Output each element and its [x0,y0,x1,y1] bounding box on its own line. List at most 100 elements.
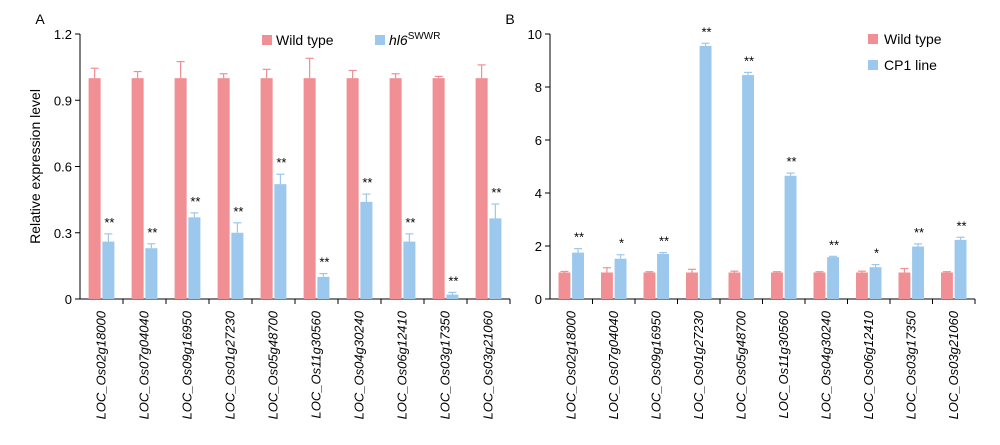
bar-wild-type [601,272,613,299]
legend-swatch-mutant [375,35,385,45]
x-tick-label: LOC_Os01g27230 [691,310,706,419]
bar-mutant [784,175,797,299]
bar-wild-type [432,78,445,300]
bar-wild-type [771,272,783,299]
bar-wild-type [813,272,826,299]
x-tick-label: LOC_Os05g48700 [266,310,281,419]
x-tick-label: LOC_Os03g21060 [946,310,961,419]
bar-mutant [827,257,839,299]
legend-label-mutant-sup: SWWR [408,31,441,42]
x-tick-label: LOC_Os05g48700 [733,310,748,419]
bar-mutant [446,294,459,299]
significance-label: ** [829,237,839,252]
y-tick-label: 2 [535,239,542,254]
bar-wild-type [217,78,230,300]
legend-label-mutant-main: hl6 [389,32,408,48]
bar-mutant [869,267,882,299]
x-tick-label: LOC_Os04g30240 [818,310,833,419]
bar-wild-type [898,272,911,299]
x-tick-label: LOC_Os02g18000 [94,310,109,419]
bar-wild-type [856,272,868,299]
y-tick-label: 4 [535,186,542,201]
significance-label: ** [104,215,114,230]
bar-mutant [699,45,712,299]
legend-label-wild-type: Wild type [276,32,334,48]
panel-label: B [505,11,514,27]
significance-label: ** [659,234,669,249]
bar-mutant [102,241,115,299]
bar-wild-type [686,272,698,299]
x-tick-label: LOC_Os06g12410 [861,310,876,419]
y-tick-label: 0.9 [54,93,72,108]
bar-mutant [912,246,924,299]
bar-wild-type [728,272,741,299]
bar-wild-type [260,78,273,300]
y-tick-label: 0.6 [54,160,72,175]
bar-mutant [403,241,416,299]
bar-mutant [317,276,330,299]
x-tick-label: LOC_Os03g17350 [903,310,918,419]
x-tick-label: LOC_Os07g04040 [137,310,152,419]
bar-mutant [145,248,158,299]
significance-label: ** [190,194,200,209]
x-tick-label: LOC_Os03g17350 [438,310,453,419]
bar-wild-type [389,78,402,300]
bar-wild-type [174,78,187,300]
x-tick-label: LOC_Os02g18000 [563,310,578,419]
x-tick-label: LOC_Os03g21060 [481,310,496,419]
significance-label: ** [405,215,415,230]
y-axis-label: Relative expression level [27,89,43,244]
x-tick-label: LOC_Os09g16950 [180,310,195,419]
y-tick-label: 0 [535,292,542,307]
significance-label: ** [362,175,372,190]
bar-mutant [954,239,967,299]
y-tick-label: 0.3 [54,226,72,241]
significance-label: ** [914,225,924,240]
legend-label-wild-type: Wild type [884,31,942,47]
bar-mutant [274,184,287,299]
bar-mutant [360,201,373,299]
bar-wild-type [131,78,144,300]
x-tick-label: LOC_Os04g30240 [352,310,367,419]
x-tick-label: LOC_Os11g30560 [309,310,324,418]
legend-label-mutant: CP1 line [884,57,937,73]
y-tick-label: 10 [528,27,542,42]
significance-label: ** [574,230,584,245]
y-tick-label: 1.2 [54,27,72,42]
bar-wild-type [558,272,571,299]
panel-label: A [35,11,45,27]
x-tick-label: LOC_Os09g16950 [648,310,663,419]
significance-label: ** [448,273,458,288]
bar-mutant [572,252,584,299]
bar-mutant [657,253,669,299]
bar-mutant [489,218,502,299]
bar-mutant [614,258,627,299]
significance-label: ** [786,154,796,169]
bar-mutant [188,217,201,299]
significance-label: ** [147,225,157,240]
significance-label: ** [233,204,243,219]
bar-wild-type [941,272,953,299]
x-tick-label: LOC_Os11g30560 [776,310,791,418]
legend-swatch-wild-type [868,34,878,44]
bar-mutant [231,232,244,299]
chart-panel-b: B 0 2 4 6 8 10 ** LOC_Os02g18000 * LOC_Os07g04040 *… [505,11,976,419]
legend: Wild type hl6SWWR [262,31,440,48]
x-tick-label: LOC_Os07g04040 [606,310,621,419]
significance-label: * [874,246,879,261]
bar-wild-type [643,272,656,299]
significance-label: ** [276,155,286,170]
bar-mutant [742,75,754,299]
x-tick-label: LOC_Os01g27230 [223,310,238,419]
bar-wild-type [303,78,316,300]
significance-label: ** [701,24,711,39]
y-tick-label: 0 [65,292,72,307]
legend-label-mutant: hl6SWWR [389,31,440,48]
bar-wild-type [88,78,101,300]
significance-label: ** [491,185,501,200]
legend: Wild type CP1 line [868,31,942,73]
y-tick-label: 8 [535,80,542,95]
chart-panel-a: A Relative expression level 0 0.3 0.6 0.9 1.2 *… [27,11,511,419]
x-tick-label: LOC_Os06g12410 [395,310,410,419]
